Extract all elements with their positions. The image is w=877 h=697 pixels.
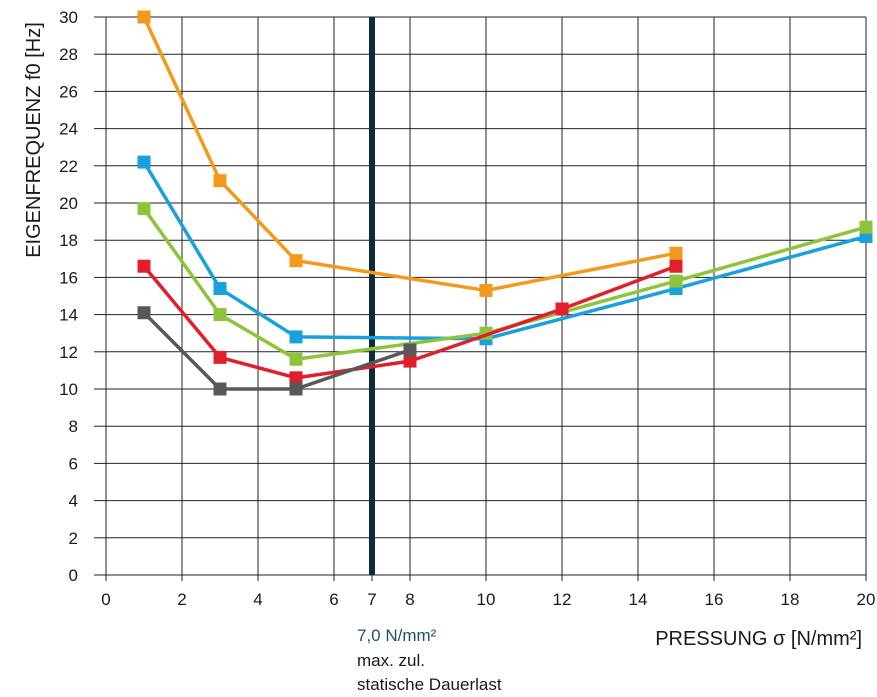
- data-point-marker: [289, 330, 303, 344]
- x-tick-label: 10: [477, 590, 496, 609]
- y-tick-label: 10: [59, 380, 78, 399]
- tick-layer: 0 2 4 6 7 8 10 12 14 16 18 200246810121416182022242…: [59, 8, 875, 609]
- series-line: [142, 311, 411, 391]
- data-point-marker: [289, 254, 303, 268]
- x-tick-label: 16: [705, 590, 724, 609]
- y-tick-label: 2: [69, 529, 78, 548]
- data-point-marker: [213, 282, 227, 296]
- grid-layer: [94, 16, 867, 581]
- x-tick-label: 8: [405, 590, 414, 609]
- y-tick-label: 26: [59, 82, 78, 101]
- data-point-marker: [213, 174, 227, 188]
- x-axis-title: PRESSUNG σ [N/mm²]: [655, 628, 862, 650]
- y-tick-label: 4: [69, 492, 78, 511]
- data-point-marker: [289, 371, 303, 385]
- x-tick-label: 20: [857, 590, 876, 609]
- x-tick-label: 6: [329, 590, 338, 609]
- data-point-marker: [669, 246, 683, 260]
- series-3: [137, 202, 873, 366]
- data-point-marker: [555, 302, 569, 316]
- x-tick-label: 0: [101, 590, 110, 609]
- data-point-marker: [213, 308, 227, 322]
- data-point-marker: [137, 202, 151, 216]
- y-tick-label: 24: [59, 120, 78, 139]
- y-tick-label: 6: [69, 454, 78, 473]
- series-layer: [137, 10, 873, 396]
- y-tick-label: 12: [59, 343, 78, 362]
- data-point-marker: [403, 343, 417, 357]
- x-tick-label: 4: [253, 590, 262, 609]
- data-point-marker: [213, 350, 227, 364]
- x-tick-label: 12: [553, 590, 572, 609]
- reference-note-line-2: statische Dauerlast: [357, 675, 502, 694]
- data-point-marker: [213, 382, 227, 396]
- y-tick-label: 0: [69, 566, 78, 585]
- x-tick-label: 7: [367, 590, 376, 609]
- y-tick-label: 28: [59, 45, 78, 64]
- data-point-marker: [479, 283, 493, 297]
- data-point-marker: [137, 306, 151, 320]
- y-tick-label: 20: [59, 194, 78, 213]
- series-line: [142, 207, 867, 361]
- x-tick-label: 14: [629, 590, 648, 609]
- y-tick-label: 14: [59, 306, 78, 325]
- reference-value-label: 7,0 N/mm²: [357, 626, 437, 645]
- series-1: [137, 10, 683, 297]
- series-5: [137, 306, 417, 396]
- data-point-marker: [669, 274, 683, 288]
- data-point-marker: [669, 259, 683, 273]
- y-tick-label: 18: [59, 231, 78, 250]
- y-axis-title: EIGENFREQUENZ f0 [Hz]: [23, 22, 45, 258]
- data-point-marker: [403, 354, 417, 368]
- data-point-marker: [137, 155, 151, 169]
- data-point-marker: [859, 220, 873, 234]
- series-2: [137, 155, 873, 346]
- reference-note-line-1: max. zul.: [357, 651, 426, 670]
- y-tick-label: 22: [59, 157, 78, 176]
- y-tick-label: 8: [69, 417, 78, 436]
- data-point-marker: [137, 10, 151, 24]
- data-point-marker: [137, 259, 151, 273]
- x-tick-label: 2: [177, 590, 186, 609]
- y-tick-label: 30: [59, 8, 78, 27]
- series-line: [142, 161, 867, 341]
- data-point-marker: [289, 352, 303, 366]
- data-point-marker: [289, 382, 303, 396]
- y-tick-label: 16: [59, 268, 78, 287]
- x-tick-label: 18: [781, 590, 800, 609]
